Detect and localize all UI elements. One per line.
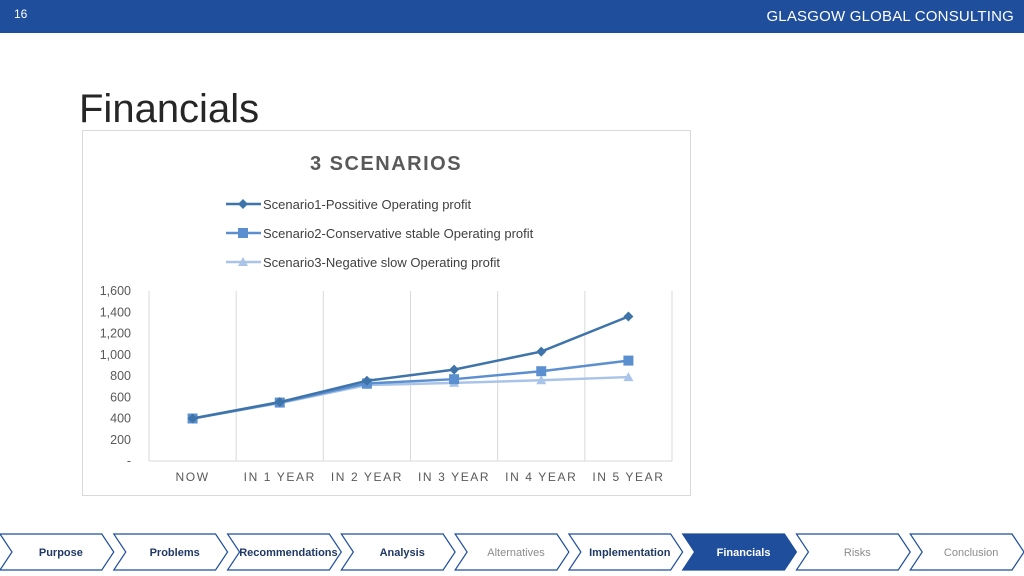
nav-item-analysis[interactable]: Analysis	[340, 533, 456, 571]
legend-label: Scenario2-Conservative stable Operating …	[263, 226, 534, 241]
nav-item-risks[interactable]: Risks	[795, 533, 911, 571]
data-point	[536, 366, 547, 377]
y-tick-label: 1,000	[100, 348, 131, 362]
nav-item-label: Implementation	[589, 547, 671, 559]
nav-chevron	[453, 533, 570, 571]
nav-chevron	[795, 533, 911, 571]
legend-label: Scenario1-Possitive Operating profit	[263, 197, 471, 212]
nav-item-label: Alternatives	[487, 547, 545, 559]
y-tick-label: 1,600	[100, 284, 131, 298]
nav-item-label: Problems	[150, 547, 200, 559]
nav-item-label: Purpose	[39, 547, 83, 559]
data-point	[536, 346, 547, 357]
y-tick-label: 1,400	[100, 305, 131, 319]
y-tick-label: 400	[110, 412, 131, 426]
data-point	[623, 372, 634, 382]
nav-item-financials[interactable]: Financials	[681, 533, 798, 571]
progress-navigation: Purpose Problems Recommendations Analysis Al…	[0, 533, 1024, 571]
legend-marker	[238, 199, 248, 209]
data-point	[623, 311, 634, 322]
chart-container: 3 SCENARIOS Scenario1-Possitive Operating…	[82, 130, 691, 496]
y-tick-label: 200	[110, 433, 131, 447]
nav-item-alternatives[interactable]: Alternatives	[453, 533, 570, 571]
nav-item-implementation[interactable]: Implementation	[567, 533, 684, 571]
nav-item-label: Risks	[844, 547, 871, 559]
data-point	[361, 375, 372, 386]
nav-chevron	[0, 533, 115, 571]
data-point	[449, 374, 460, 385]
legend-marker	[238, 228, 248, 238]
data-point	[187, 413, 198, 424]
data-point	[274, 397, 285, 408]
nav-chevron	[340, 533, 456, 571]
nav-item-conclusion[interactable]: Conclusion	[909, 533, 1024, 571]
nav-chevron	[567, 533, 684, 571]
legend-marker	[238, 257, 248, 266]
series-line	[192, 315, 629, 420]
nav-chevron	[681, 533, 798, 571]
nav-item-problems[interactable]: Problems	[112, 533, 229, 571]
nav-chevron	[112, 533, 229, 571]
y-tick-label: 1,200	[100, 327, 131, 341]
nav-item-label: Analysis	[380, 547, 425, 559]
x-tick-label: NOW	[176, 470, 210, 484]
legend-item: Scenario2-Conservative stable Operating …	[226, 226, 534, 241]
data-point	[536, 375, 547, 385]
nav-item-label: Financials	[717, 547, 771, 559]
nav-chevron	[226, 533, 343, 571]
x-tick-label: IN 4 YEAR	[505, 470, 577, 484]
nav-item-label: Recommendations	[239, 547, 337, 559]
y-tick-label: -	[127, 454, 131, 468]
nav-chevron	[909, 533, 1024, 571]
data-point	[449, 364, 460, 375]
brand-name: GLASGOW GLOBAL CONSULTING	[766, 8, 1014, 25]
x-tick-label: IN 5 YEAR	[592, 470, 664, 484]
y-tick-label: 600	[110, 390, 131, 404]
legend-label: Scenario3-Negative slow Operating profit	[263, 255, 500, 270]
nav-item-recommendations[interactable]: Recommendations	[226, 533, 343, 571]
y-tick-label: 800	[110, 369, 131, 383]
x-tick-label: IN 2 YEAR	[331, 470, 403, 484]
chart-title: 3 SCENARIOS	[310, 153, 462, 175]
line-chart: 3 SCENARIOS Scenario1-Possitive Operating…	[100, 153, 673, 484]
nav-chevrons: Purpose Problems Recommendations Analysis Al…	[0, 533, 1024, 571]
header-bar: 16 GLASGOW GLOBAL CONSULTING	[0, 0, 1024, 33]
nav-item-purpose[interactable]: Purpose	[0, 533, 115, 571]
data-point	[623, 355, 634, 366]
legend-item: Scenario3-Negative slow Operating profit	[226, 255, 500, 270]
legend-item: Scenario1-Possitive Operating profit	[226, 197, 471, 212]
nav-item-label: Conclusion	[944, 547, 998, 559]
x-tick-label: IN 3 YEAR	[418, 470, 490, 484]
slide-number: 16	[14, 7, 28, 21]
page-title: Financials	[79, 86, 260, 131]
x-tick-label: IN 1 YEAR	[244, 470, 316, 484]
